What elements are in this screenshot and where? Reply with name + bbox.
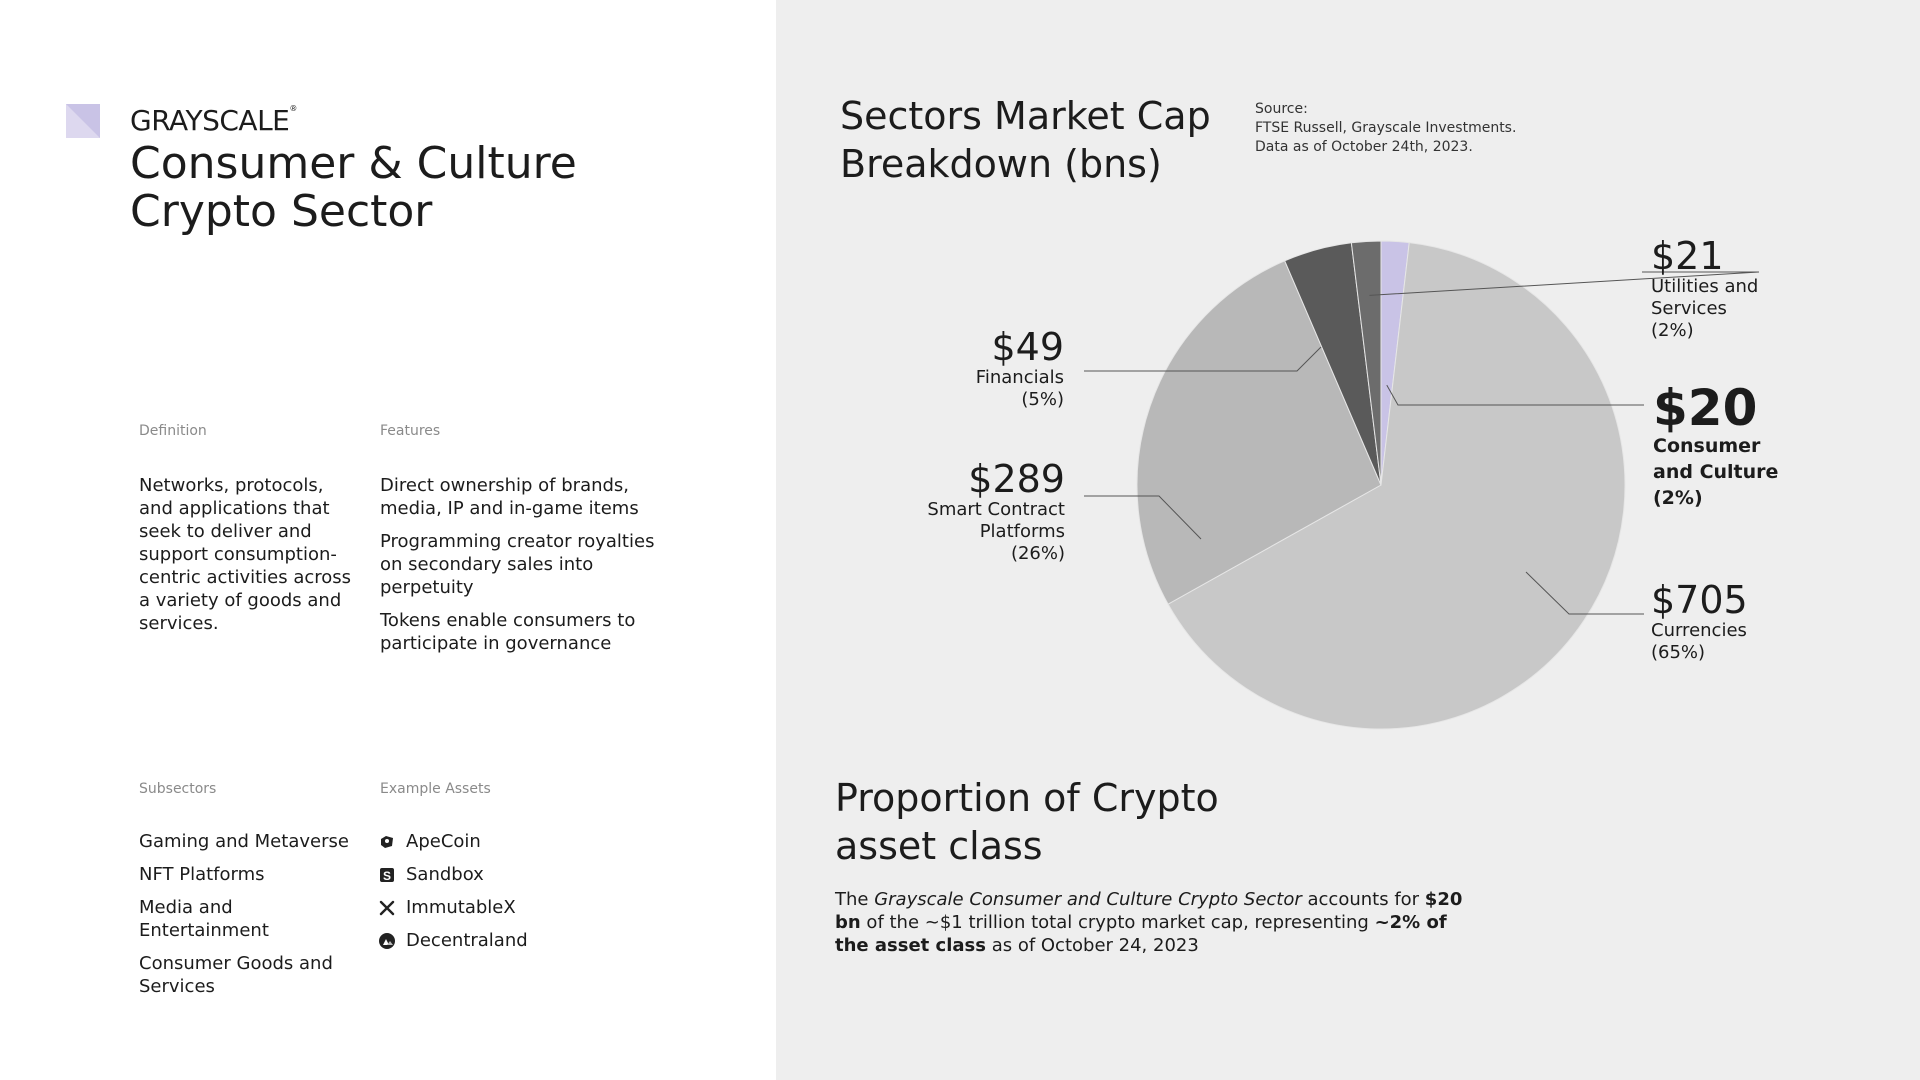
svg-text:S: S bbox=[383, 869, 391, 883]
pie-chart bbox=[1084, 240, 1760, 730]
subsector-item: Gaming and Metaverse bbox=[139, 831, 349, 852]
slice-percent-label: (65%) bbox=[1651, 642, 1706, 663]
label-utilities: $21 Utilities and Services (2%) bbox=[1651, 236, 1801, 342]
example-assets-heading: Example Assets bbox=[380, 781, 491, 797]
features-list: Direct ownership of brands, media, IP an… bbox=[380, 474, 680, 665]
example-assets-list: ApeCoin S Sandbox ImmutableX Decentralan… bbox=[378, 830, 638, 962]
subsector-item: Media and Entertainment bbox=[139, 897, 269, 941]
source-note: Source: FTSE Russell, Grayscale Investme… bbox=[1255, 100, 1555, 157]
asset-name: ImmutableX bbox=[406, 897, 516, 918]
subsectors-heading: Subsectors bbox=[139, 781, 217, 797]
brand-name: GRAYSCALE® bbox=[130, 104, 297, 137]
slice-value-label: $49 bbox=[991, 325, 1064, 369]
pie-slice-currencies bbox=[1167, 242, 1626, 730]
label-financials: $49 Financials (5%) bbox=[936, 327, 1064, 411]
features-heading: Features bbox=[380, 423, 441, 439]
label-smart-contract: $289 Smart Contract Platforms (26%) bbox=[900, 459, 1065, 565]
slice-percent-label: (2%) bbox=[1651, 320, 1694, 341]
asset-item: ImmutableX bbox=[378, 896, 638, 919]
immutablex-icon bbox=[379, 900, 395, 915]
feature-item: Direct ownership of brands, media, IP an… bbox=[380, 475, 639, 519]
leader-line bbox=[1386, 384, 1644, 406]
decentraland-icon bbox=[379, 932, 395, 949]
leader-line bbox=[1084, 495, 1202, 540]
slice-name-label: Financials bbox=[975, 367, 1064, 388]
source-text: FTSE Russell, Grayscale Investments. bbox=[1255, 120, 1517, 136]
leader-line bbox=[1525, 571, 1644, 615]
definition-text: Networks, protocols, and applications th… bbox=[139, 475, 352, 634]
leader-line bbox=[1084, 346, 1322, 372]
label-consumer-culture: $20 Consumer and Culture (2%) bbox=[1653, 383, 1783, 511]
proportion-text: The Grayscale Consumer and Culture Crypt… bbox=[835, 889, 1463, 956]
feature-item: Tokens enable consumers to participate i… bbox=[380, 610, 636, 654]
sandbox-icon: S bbox=[380, 867, 394, 883]
page-title: Consumer & Culture Crypto Sector bbox=[130, 138, 577, 237]
slice-name-label: Utilities and Services bbox=[1651, 276, 1759, 319]
slice-percent-label: (5%) bbox=[1021, 389, 1064, 410]
chart-title: Sectors Market Cap Breakdown (bns) bbox=[840, 94, 1211, 186]
pie-slice-smart-contract-platforms bbox=[1136, 260, 1382, 605]
source-label: Source: bbox=[1255, 101, 1308, 117]
feature-item: Programming creator royalties on seconda… bbox=[380, 531, 655, 598]
slice-value-label: $21 bbox=[1651, 234, 1724, 278]
label-currencies: $705 Currencies (65%) bbox=[1651, 580, 1801, 664]
slice-percent-label: (2%) bbox=[1653, 487, 1703, 509]
slice-value-label: $705 bbox=[1651, 578, 1748, 622]
slice-value-label: $20 bbox=[1653, 379, 1758, 437]
proportion-title: Proportion of Crypto asset class bbox=[835, 776, 1219, 868]
slice-name-label: Currencies bbox=[1651, 620, 1747, 641]
slice-value-label: $289 bbox=[968, 457, 1065, 501]
apecoin-icon bbox=[381, 835, 393, 848]
pie-slice-utilities-and-services bbox=[1350, 240, 1382, 486]
asset-item: Decentraland bbox=[378, 929, 638, 952]
slice-percent-label: (26%) bbox=[1010, 543, 1065, 564]
subsector-item: Consumer Goods and Services bbox=[139, 953, 333, 997]
asset-name: Sandbox bbox=[406, 864, 484, 885]
asset-item: ApeCoin bbox=[378, 830, 638, 853]
asset-name: ApeCoin bbox=[406, 831, 481, 852]
slice-name-label: Smart Contract Platforms bbox=[927, 499, 1065, 542]
slice-name-label: Consumer and Culture bbox=[1653, 435, 1779, 483]
leader-line bbox=[1369, 271, 1760, 296]
subsectors-list: Gaming and Metaverse NFT Platforms Media… bbox=[139, 830, 359, 1008]
grayscale-logo-icon bbox=[66, 104, 100, 138]
source-date: Data as of October 24th, 2023. bbox=[1255, 139, 1473, 155]
left-panel: GRAYSCALE® Consumer & Culture Crypto Sec… bbox=[0, 0, 776, 1080]
subsector-item: NFT Platforms bbox=[139, 864, 265, 885]
definition-heading: Definition bbox=[139, 423, 207, 439]
asset-name: Decentraland bbox=[406, 930, 528, 951]
asset-item: S Sandbox bbox=[378, 863, 638, 886]
